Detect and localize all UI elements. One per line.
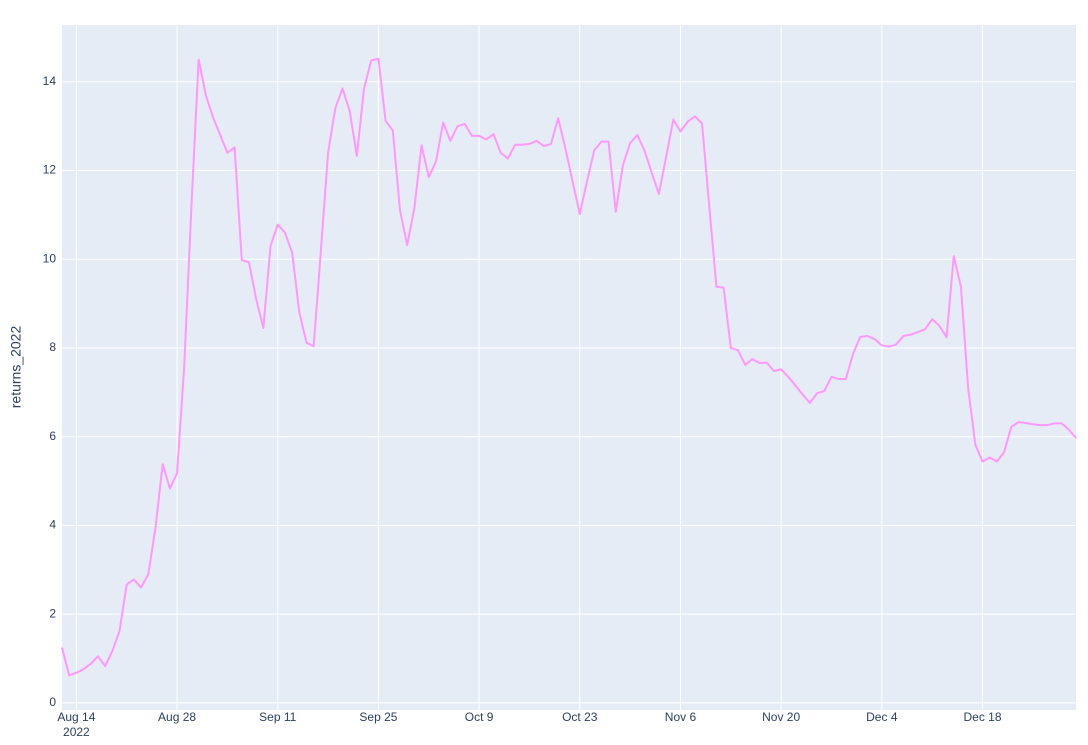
plot-area (62, 25, 1076, 710)
y-tick-label: 10 (43, 251, 57, 265)
y-tick-label: 0 (49, 695, 56, 709)
x-tick-label: Oct 23 (562, 710, 598, 724)
x-tick-label: Sep 25 (359, 710, 397, 724)
y-tick-label: 8 (49, 340, 56, 354)
y-tick-label: 14 (43, 74, 57, 88)
y-tick-label: 4 (49, 518, 56, 532)
x-tick-label: Dec 18 (963, 710, 1001, 724)
x-tick-label: Nov 20 (762, 710, 800, 724)
line-series (61, 57, 1077, 677)
y-tick-label: 2 (49, 606, 56, 620)
y-axis-title: returns_2022 (8, 326, 24, 409)
x-tick-label: Nov 6 (665, 710, 697, 724)
x-tick-label: Aug 28 (158, 710, 196, 724)
x-tick-label: Aug 14 2022 (57, 710, 95, 739)
y-tick-label: 12 (43, 163, 57, 177)
x-tick-label: Oct 9 (465, 710, 494, 724)
x-tick-label: Sep 11 (259, 710, 296, 724)
y-tick-label: 6 (49, 429, 56, 443)
x-tick-label: Dec 4 (866, 710, 898, 724)
